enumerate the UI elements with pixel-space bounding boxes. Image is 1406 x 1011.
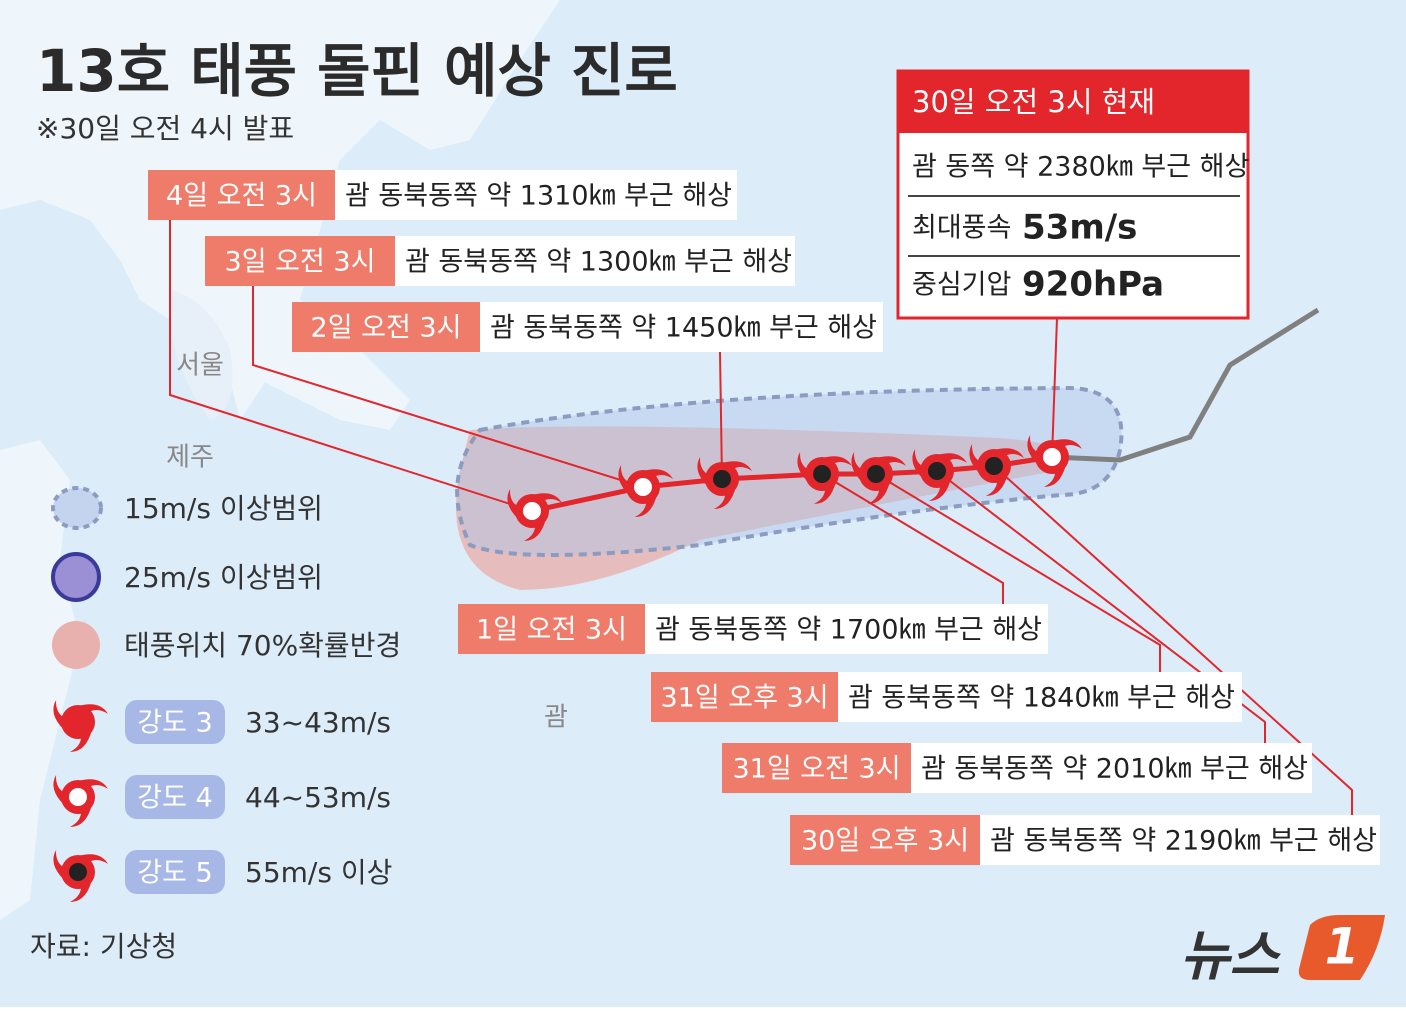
grade-pill [125, 775, 225, 819]
current-location: 괌 동쪽 약 2380㎞ 부근 해상 [912, 152, 1249, 183]
leader-line [169, 220, 533, 512]
source: 자료: 기상청 [30, 930, 177, 963]
typhoon-icon [1027, 435, 1082, 487]
typhoon-core [867, 465, 885, 483]
current-header [898, 71, 1248, 133]
time-box [651, 672, 838, 722]
wind-value: 53m/s [1022, 208, 1137, 248]
time-box [722, 743, 911, 793]
typhoon-icon [53, 700, 108, 752]
typhoon-core [928, 462, 946, 480]
typhoon-icon [53, 850, 108, 902]
time-box [148, 170, 335, 220]
grade-range: 33~43m/s [245, 706, 391, 739]
leader-line [993, 465, 1353, 815]
forecast-location: 괌 동북동쪽 약 1700㎞ 부근 해상 [655, 615, 1042, 646]
location-box [480, 302, 883, 352]
typhoon-icon [618, 465, 673, 517]
grade-pill [125, 700, 225, 744]
pressure-value: 920hPa [1022, 265, 1164, 305]
leader-line [1051, 317, 1058, 458]
typhoon-icon [969, 444, 1024, 496]
typhoon-icon [797, 452, 852, 504]
grade-range: 55m/s 이상 [245, 856, 392, 889]
logo-badge [1298, 915, 1385, 980]
location-box [395, 236, 795, 286]
typhoon-icon [697, 457, 752, 509]
leader-line [252, 286, 644, 488]
typhoon-core [813, 465, 831, 483]
legend-swatch [51, 552, 101, 602]
forecast-location: 괌 동북동쪽 약 1310㎞ 부근 해상 [345, 181, 732, 212]
forecast-time: 31일 오전 3시 [732, 754, 900, 785]
typhoon-core [69, 863, 87, 881]
land [250, 300, 410, 430]
time-box [292, 302, 480, 352]
legend-swatch [51, 486, 103, 530]
time-box [458, 604, 645, 654]
pressure-label: 중심기압 [912, 270, 1011, 301]
location-box [335, 170, 737, 220]
typhoon-core [985, 457, 1003, 475]
forecast-location: 괌 동북동쪽 약 1840㎞ 부근 해상 [848, 683, 1235, 714]
wind-range-15 [455, 385, 1124, 557]
forecast-location: 괌 동북동쪽 약 2010㎞ 부근 해상 [921, 754, 1308, 785]
typhoon-core [713, 470, 731, 488]
typhoon-core [634, 478, 652, 496]
leader-line [821, 473, 1004, 604]
place-label: 괌 [544, 703, 568, 733]
typhoon-icon [507, 489, 562, 541]
legend-label: 15m/s 이상범위 [124, 492, 323, 525]
grade-label: 강도 4 [137, 783, 212, 814]
grade-label: 강도 5 [137, 858, 212, 889]
legend-label: 태풍위치 70%확률반경 [124, 629, 401, 662]
leader-line [936, 470, 1266, 743]
subtitle: ※30일 오전 4시 발표 [36, 112, 294, 145]
title: 13호 태풍 돌핀 예상 진로 [36, 37, 678, 105]
logo-mark: 1 [1325, 918, 1360, 976]
logo-text: 뉴스 [1180, 925, 1282, 988]
leader-line [875, 473, 1161, 672]
typhoon-core [523, 502, 541, 520]
forecast-time: 31일 오후 3시 [660, 683, 828, 714]
legend-swatch [52, 621, 100, 669]
forecast-location: 괌 동북동쪽 약 1300㎞ 부근 해상 [405, 247, 792, 278]
land [170, 290, 233, 420]
location-box [980, 815, 1380, 865]
wind-label: 최대풍속 [912, 213, 1011, 244]
typhoon-core [74, 718, 82, 726]
grade-range: 44~53m/s [245, 781, 391, 814]
legend-label: 25m/s 이상범위 [124, 561, 323, 594]
time-box [205, 236, 395, 286]
forecast-time: 2일 오전 3시 [311, 313, 462, 344]
grade-label: 강도 3 [137, 708, 212, 739]
place-label: 제주 [166, 443, 214, 473]
forecast-location: 괌 동북동쪽 약 2190㎞ 부근 해상 [990, 826, 1377, 857]
leader-line [719, 351, 723, 480]
typhoon-core [1043, 448, 1061, 466]
forecast-location: 괌 동북동쪽 약 1450㎞ 부근 해상 [490, 313, 877, 344]
past-track [1051, 307, 1320, 463]
typhoon-icon [53, 775, 108, 827]
typhoon-core [69, 788, 87, 806]
location-box [838, 672, 1242, 722]
forecast-time: 4일 오전 3시 [166, 181, 317, 212]
forecast-time: 1일 오전 3시 [476, 615, 627, 646]
grade-pill [125, 850, 225, 894]
location-box [911, 743, 1312, 793]
location-box [645, 604, 1048, 654]
typhoon-icon [851, 452, 906, 504]
forecast-time: 30일 오후 3시 [801, 826, 969, 857]
current-time: 30일 오전 3시 현재 [912, 85, 1155, 119]
typhoon-icon [912, 449, 967, 501]
place-label: 서울 [176, 351, 224, 381]
time-box [790, 815, 980, 865]
forecast-time: 3일 오전 3시 [225, 247, 376, 278]
